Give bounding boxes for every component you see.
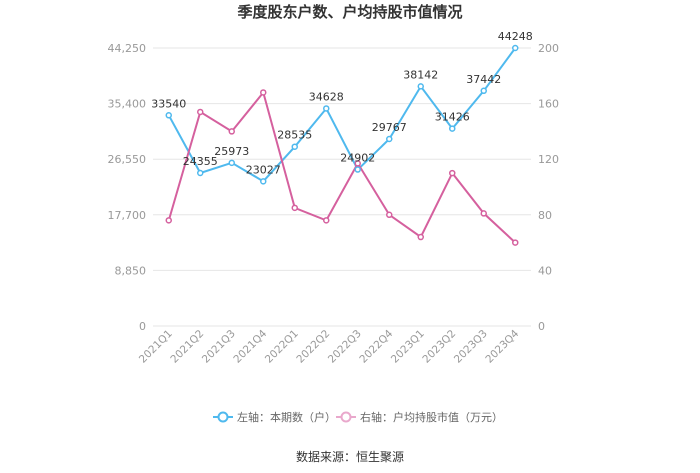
x-tick-label: 2021Q3 bbox=[200, 328, 238, 366]
x-tick-label: 2021Q2 bbox=[168, 328, 206, 366]
data-point-right bbox=[386, 211, 393, 219]
data-point-left bbox=[480, 87, 487, 95]
grid bbox=[153, 47, 531, 327]
right-axis: 0 40 80 120 160 200 bbox=[538, 42, 559, 333]
series-line-left bbox=[167, 47, 517, 183]
data-label: 28535 bbox=[277, 129, 312, 142]
series-line-right bbox=[167, 90, 516, 244]
left-tick-label: 8,850 bbox=[115, 264, 147, 277]
left-tick-label: 35,400 bbox=[108, 98, 147, 111]
right-tick-label: 120 bbox=[538, 153, 559, 166]
data-label: 44248 bbox=[498, 30, 533, 43]
legend-marker-left bbox=[217, 411, 229, 423]
right-tick-label: 0 bbox=[538, 320, 545, 333]
x-axis: 2021Q12021Q22021Q32021Q42022Q12022Q22022… bbox=[137, 327, 522, 365]
series-lines bbox=[167, 47, 517, 244]
left-axis: 0 8,850 17,700 26,550 35,400 44,250 bbox=[108, 42, 147, 333]
data-label: 25973 bbox=[214, 145, 249, 158]
data-point-right bbox=[417, 233, 424, 241]
x-tick-label: 2023Q2 bbox=[420, 328, 458, 366]
left-tick-label: 44,250 bbox=[108, 42, 147, 55]
source-note: 数据来源：恒生聚源 bbox=[296, 449, 404, 464]
data-point-right bbox=[165, 217, 172, 224]
left-tick-label: 0 bbox=[139, 320, 146, 333]
data-label: 37442 bbox=[466, 73, 501, 86]
data-point-left bbox=[165, 112, 172, 119]
data-point-left bbox=[449, 125, 456, 132]
data-label: 34628 bbox=[309, 90, 344, 103]
data-point-left bbox=[197, 169, 204, 177]
data-point-right bbox=[354, 160, 361, 167]
legend-marker-right bbox=[340, 411, 352, 423]
data-point-left bbox=[228, 159, 235, 167]
x-tick-label: 2023Q4 bbox=[483, 327, 521, 365]
data-point-right bbox=[291, 204, 298, 212]
data-point-left bbox=[417, 83, 424, 90]
right-tick-label: 160 bbox=[538, 98, 559, 111]
data-point-left bbox=[260, 178, 267, 185]
data-point-right bbox=[323, 217, 330, 224]
data-point-left bbox=[323, 105, 330, 112]
data-point-right bbox=[197, 108, 204, 116]
legend: 左轴：本期数（户） 右轴：户均持股市值（万元） bbox=[213, 410, 503, 424]
right-tick-label: 40 bbox=[538, 264, 552, 277]
legend-label-left: 左轴：本期数（户） bbox=[237, 410, 336, 424]
data-point-right bbox=[480, 210, 487, 217]
x-tick-label: 2021Q4 bbox=[231, 327, 269, 365]
left-tick-label: 17,700 bbox=[108, 209, 147, 222]
data-label: 38142 bbox=[403, 68, 438, 81]
x-tick-label: 2022Q1 bbox=[263, 328, 301, 366]
legend-item-right[interactable]: 右轴：户均持股市值（万元） bbox=[336, 410, 503, 424]
x-tick-label: 2022Q4 bbox=[357, 327, 395, 365]
x-tick-label: 2022Q2 bbox=[294, 328, 332, 366]
series-points bbox=[165, 44, 519, 246]
x-tick-label: 2023Q3 bbox=[452, 328, 490, 366]
legend-item-left[interactable]: 左轴：本期数（户） bbox=[213, 410, 336, 424]
data-point-left bbox=[354, 166, 361, 173]
x-tick-label: 2023Q1 bbox=[389, 328, 427, 366]
left-tick-label: 26,550 bbox=[108, 153, 147, 166]
right-tick-label: 200 bbox=[538, 42, 559, 55]
data-label: 24355 bbox=[183, 155, 218, 168]
data-label: 31426 bbox=[435, 111, 470, 124]
legend-label-right: 右轴：户均持股市值（万元） bbox=[360, 410, 503, 424]
right-tick-label: 80 bbox=[538, 209, 552, 222]
data-point-right bbox=[228, 128, 235, 135]
data-point-left bbox=[291, 143, 298, 150]
data-label: 29767 bbox=[372, 121, 407, 134]
data-label: 24902 bbox=[340, 152, 375, 165]
x-tick-label: 2022Q3 bbox=[326, 328, 364, 366]
data-point-right bbox=[512, 239, 519, 246]
data-point-left bbox=[512, 44, 519, 52]
data-label: 23027 bbox=[246, 163, 281, 176]
data-point-right bbox=[260, 89, 267, 96]
data-label: 33540 bbox=[151, 97, 186, 110]
x-tick-label: 2021Q1 bbox=[137, 328, 175, 366]
chart-title: 季度股东户数、户均持股市值情况 bbox=[237, 3, 462, 21]
data-point-left bbox=[386, 135, 393, 143]
data-point-right bbox=[449, 169, 456, 177]
